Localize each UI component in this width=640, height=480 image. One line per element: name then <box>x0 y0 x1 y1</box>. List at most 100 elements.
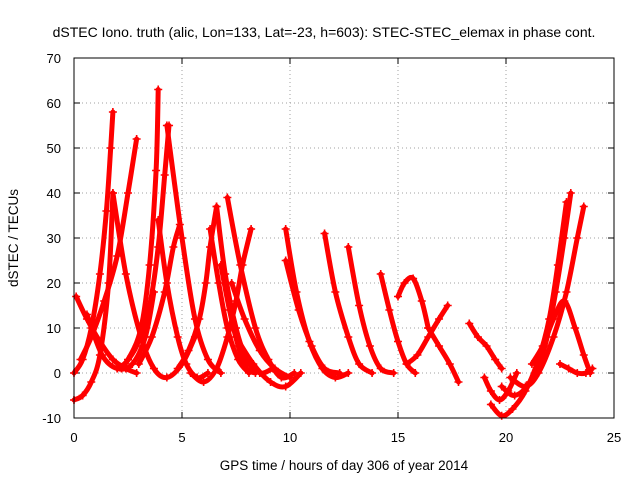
x-tick-label: 5 <box>178 430 185 445</box>
x-tick-label: 10 <box>283 430 297 445</box>
data-point <box>424 324 433 332</box>
data-point <box>556 360 564 368</box>
data-point <box>497 382 506 391</box>
data-point <box>160 171 169 179</box>
data-point <box>413 351 422 359</box>
data-point <box>551 288 560 296</box>
series-arc-23 <box>344 243 398 377</box>
data-point <box>149 364 158 373</box>
data-point <box>128 360 137 368</box>
data-point <box>175 220 184 229</box>
data-point <box>331 288 340 296</box>
data-point <box>162 121 171 130</box>
y-tick-label: 10 <box>47 321 61 336</box>
data-point <box>227 279 236 287</box>
y-tick-label: 50 <box>47 141 61 156</box>
data-point <box>149 288 158 296</box>
data-point <box>385 306 394 314</box>
data-point <box>344 369 353 377</box>
x-tick-label: 0 <box>70 430 77 445</box>
data-point <box>184 346 193 355</box>
data-point <box>409 274 418 283</box>
data-point <box>216 369 225 377</box>
series-arc-26 <box>402 301 452 368</box>
data-point <box>508 405 517 413</box>
series-arc-22 <box>320 229 377 377</box>
data-point <box>473 333 482 341</box>
data-point <box>242 364 251 373</box>
data-point <box>154 243 163 251</box>
data-point <box>376 364 385 373</box>
data-point <box>132 135 141 143</box>
data-point <box>549 315 558 323</box>
data-point <box>162 373 171 382</box>
data-point <box>454 378 463 386</box>
data-point <box>491 355 500 364</box>
data-point <box>495 396 504 404</box>
data-point <box>400 279 409 287</box>
data-point <box>82 310 91 319</box>
data-point <box>95 270 104 278</box>
series-line <box>425 325 461 385</box>
data-point <box>108 189 117 197</box>
data-point <box>560 297 569 305</box>
chart-title: dSTEC Iono. truth (alic, Lon=133, Lat=-2… <box>53 24 596 40</box>
data-point <box>443 301 452 310</box>
data-point <box>186 369 195 377</box>
x-tick-label: 15 <box>391 430 405 445</box>
data-point <box>307 342 316 350</box>
y-tick-label: 60 <box>47 96 61 111</box>
data-point <box>394 337 402 346</box>
series-line <box>164 123 224 376</box>
data-point <box>240 315 249 323</box>
data-point <box>247 225 256 233</box>
data-point <box>225 306 234 314</box>
data-point <box>270 364 279 373</box>
data-point <box>223 333 232 341</box>
data-point <box>512 369 521 377</box>
data-point <box>566 189 575 197</box>
data-point <box>255 346 264 355</box>
series-line <box>84 289 157 372</box>
series-arc-34 <box>556 360 597 377</box>
data-point <box>266 378 275 386</box>
data-point <box>402 360 411 368</box>
data-point <box>141 333 150 341</box>
data-point <box>108 108 117 116</box>
y-tick-label: 20 <box>47 276 61 291</box>
data-point <box>294 306 303 314</box>
data-point <box>108 355 117 364</box>
data-point <box>249 360 258 368</box>
data-point <box>201 279 210 287</box>
data-point <box>510 391 519 400</box>
data-point <box>87 378 96 386</box>
series-arc-19 <box>232 333 305 391</box>
data-point <box>389 369 398 377</box>
data-point <box>124 189 132 197</box>
y-tick-label: 0 <box>54 366 61 381</box>
data-point <box>573 234 582 242</box>
data-point <box>212 364 221 373</box>
series-line <box>395 275 431 331</box>
data-point <box>579 202 588 211</box>
data-point <box>169 243 178 251</box>
data-point <box>588 364 597 373</box>
y-tick-label: 30 <box>47 231 61 246</box>
data-point <box>238 261 247 269</box>
series-layer <box>70 85 597 420</box>
series-arc-10 <box>134 220 184 368</box>
data-point <box>286 373 294 382</box>
data-point <box>216 261 225 269</box>
y-tick-label: -10 <box>42 411 61 426</box>
data-point <box>145 261 154 269</box>
data-point <box>368 369 377 377</box>
data-point <box>106 144 115 152</box>
data-point <box>160 288 169 296</box>
data-point <box>100 297 109 305</box>
data-point <box>344 243 353 251</box>
data-point <box>564 364 573 373</box>
data-point <box>417 297 426 305</box>
data-point <box>251 324 260 332</box>
data-point <box>203 355 212 364</box>
data-point <box>344 333 353 341</box>
